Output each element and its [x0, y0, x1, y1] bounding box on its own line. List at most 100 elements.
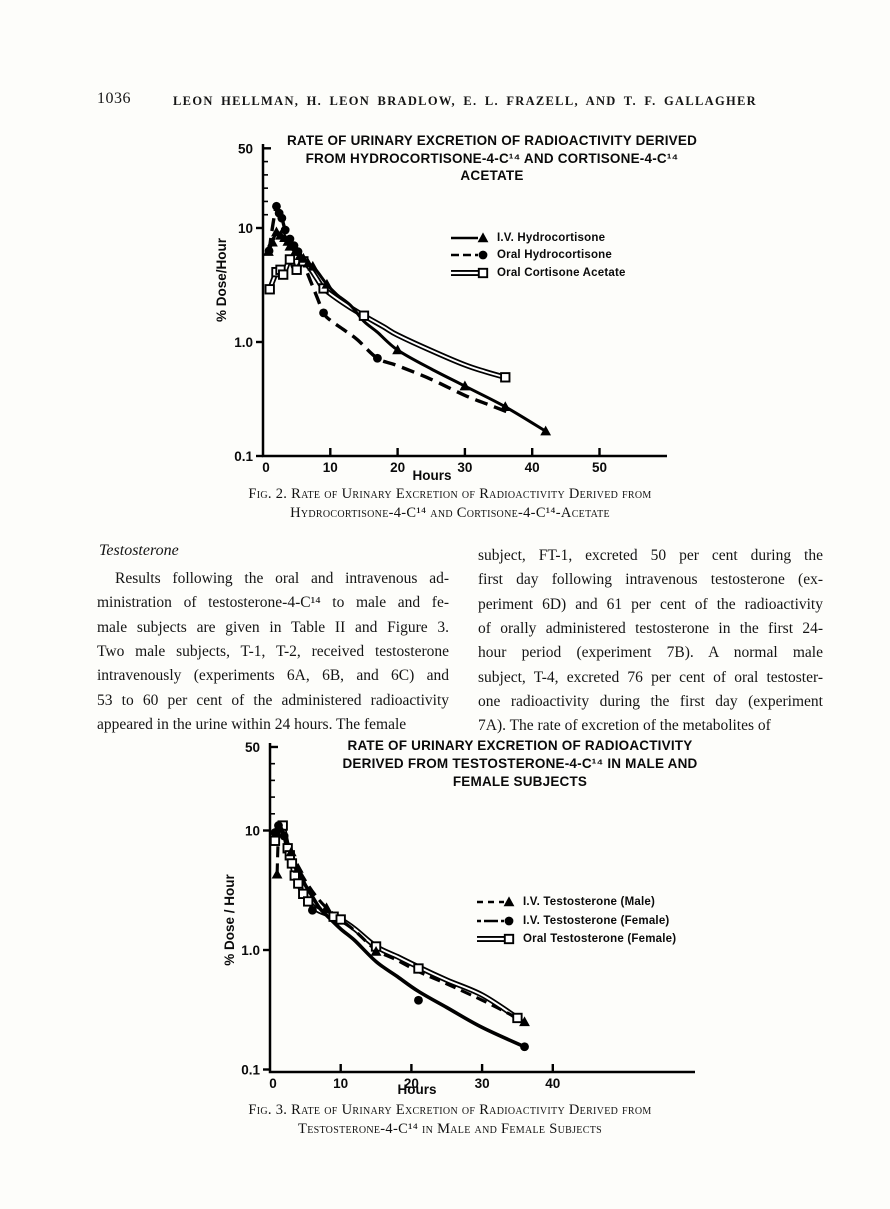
legend-item: I.V. Hydrocortisone	[450, 229, 626, 247]
circle-marker	[414, 995, 423, 1005]
fig3-title-line2: DERIVED FROM TESTOSTERONE-4-C¹⁴ IN MALE …	[342, 756, 698, 771]
section-heading: Testosterone	[99, 542, 179, 559]
legend-item: Oral Hydrocortisone	[450, 247, 626, 265]
y-tick-label: 0.1	[234, 449, 253, 464]
page-number: 1036	[97, 90, 131, 107]
y-tick-label: 10	[245, 824, 260, 839]
text-line: periment 6D) and 61 per cent of the radi…	[478, 595, 823, 613]
fig2-chart-title: RATE OF URINARY EXCRETION OF RADIOACTIVI…	[282, 132, 702, 185]
triangle-marker	[285, 846, 297, 857]
legend-symbol-triangle-filled	[451, 232, 489, 242]
circle-marker	[270, 828, 280, 838]
x-tick-label: 20	[390, 460, 405, 475]
square-marker	[264, 284, 275, 295]
x-tick-label: 40	[545, 1076, 560, 1091]
legend-symbol-circle-filled	[451, 250, 488, 260]
circle-marker	[319, 308, 328, 318]
y-axis-label: % Dose / Hour	[222, 873, 237, 965]
axes	[261, 144, 667, 458]
circle-marker	[277, 213, 287, 223]
legend-label: Oral Hydrocortisone	[497, 249, 612, 262]
text-line: 7A). The rate of excretion of the metabo…	[478, 717, 771, 735]
body-column-right: subject, FT-1, excreted 50 per cent duri…	[478, 544, 823, 739]
fig2-caption-line2: Hydrocortisone-4-C¹⁴ and Cortisone-4-C¹⁴…	[290, 504, 610, 521]
y-tick-label: 1.0	[234, 335, 253, 350]
fig3-caption-line1: Fig. 3. Rate of Urinary Excretion of Rad…	[248, 1102, 652, 1118]
circle-marker	[285, 234, 295, 244]
triangle-marker	[459, 380, 471, 391]
circle-marker	[478, 250, 488, 260]
square-marker	[286, 858, 298, 869]
text-line: Results following the oral and intraveno…	[115, 570, 449, 587]
legend-symbol-circle-filled	[477, 916, 514, 926]
legend-symbol-square-open	[451, 267, 489, 278]
fig3-caption-line2: Testosterone-4-C¹⁴ in Male and Female Su…	[298, 1120, 602, 1137]
legend-label: I.V. Testosterone (Male)	[523, 896, 655, 909]
circle-marker	[280, 225, 290, 235]
fig3-caption: Fig. 3. Rate of Urinary Excretion of Rad…	[185, 1101, 715, 1138]
square-marker	[477, 267, 489, 278]
square-marker	[413, 963, 424, 974]
fig3-title-line1: RATE OF URINARY EXCRETION OF RADIOACTIVI…	[347, 738, 693, 753]
circle-marker	[520, 1042, 529, 1052]
y-tick-label: 50	[238, 141, 253, 156]
triangle-marker	[477, 232, 489, 242]
text-line: subject, FT-1, excreted 50 per cent duri…	[478, 547, 823, 564]
legend-label: I.V. Testosterone (Female)	[523, 914, 670, 927]
series-line	[267, 204, 513, 416]
x-axis-label: Hours	[397, 1082, 436, 1097]
legend-item: Oral Testosterone (Female)	[476, 930, 676, 949]
triangle-marker	[370, 945, 382, 956]
legend-label: I.V. Hydrocortisone	[497, 231, 606, 244]
square-marker	[269, 835, 281, 846]
legend-item: I.V. Testosterone (Female)	[476, 912, 676, 931]
y-tick-label: 1.0	[241, 943, 260, 958]
legend-label: Oral Cortisone Acetate	[497, 266, 626, 279]
triangle-marker	[503, 896, 515, 907]
x-tick-label: 30	[475, 1076, 490, 1091]
fig2-chart-canvas: 50 10 1.0 0.1 0 10 20 30 40 50 Hours % Dose/Hour	[214, 141, 667, 483]
text-line: one radioactivity during the first day (…	[478, 693, 823, 711]
triangle-marker	[540, 425, 552, 436]
triangle-marker	[392, 344, 403, 355]
text-line: intravenously (experiments 6A, 6B, and 6…	[97, 667, 449, 685]
circle-marker	[373, 353, 382, 363]
square-marker	[503, 934, 515, 945]
square-marker	[278, 269, 289, 280]
legend-item: Oral Cortisone Acetate	[450, 264, 626, 282]
square-marker	[500, 372, 511, 383]
fig3-legend: I.V. Testosterone (Male) I.V. Testosteron…	[476, 893, 676, 949]
x-tick-label: 50	[592, 460, 607, 475]
text-line: male subjects are given in Table II and …	[97, 618, 449, 636]
square-marker	[358, 310, 370, 321]
triangle-marker	[321, 902, 332, 913]
text-line: subject, T-4, excreted 76 per cent of or…	[478, 668, 823, 686]
fig3-chart-title: RATE OF URINARY EXCRETION OF RADIOACTIVI…	[300, 737, 740, 791]
triangle-marker	[307, 260, 319, 271]
fig2-legend: I.V. Hydrocortisone Oral Hydrocortisone Or…	[450, 229, 626, 282]
legend-symbol-square-open	[477, 934, 515, 945]
square-marker	[291, 264, 302, 275]
square-marker	[284, 254, 296, 265]
y-tick-label: 50	[245, 740, 260, 755]
legend-item: I.V. Testosterone (Male)	[476, 893, 676, 912]
triangle-marker	[519, 1016, 530, 1027]
triangle-marker	[292, 862, 304, 873]
triangle-marker	[267, 236, 278, 247]
text-line: Two male subjects, T-1, T-2, received te…	[97, 643, 449, 661]
x-tick-label: 0	[262, 460, 270, 475]
square-marker	[512, 1012, 523, 1024]
square-marker	[335, 914, 346, 925]
triangle-marker	[297, 252, 309, 263]
x-tick-label: 0	[269, 1076, 277, 1091]
fig3-title-line3: FEMALE SUBJECTS	[452, 774, 588, 789]
fig3-chart-canvas: 50 10 1.0 0.1 0 10 20 30 40 Hours % Dose / Hour	[222, 740, 695, 1097]
circle-marker	[272, 201, 281, 211]
triangle-marker	[271, 868, 283, 879]
y-tick-label: 0.1	[241, 1063, 260, 1078]
square-marker	[293, 878, 304, 889]
circle-marker	[279, 831, 289, 841]
circle-marker	[504, 916, 514, 926]
x-axis-label: Hours	[412, 468, 451, 483]
x-tick-label: 10	[333, 1076, 348, 1091]
